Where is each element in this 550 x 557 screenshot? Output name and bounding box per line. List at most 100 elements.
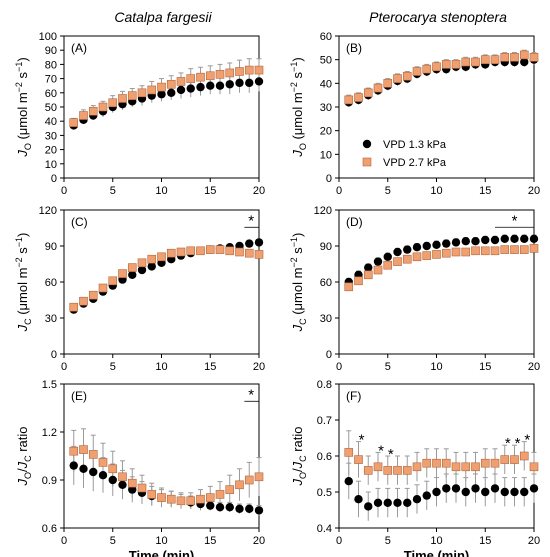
y-tick-label: 0.9 [42, 475, 57, 487]
data-point-vpd-2-7 [215, 245, 225, 254]
data-point-vpd-2-7 [127, 263, 137, 272]
y-tick-label: 80 [45, 59, 57, 71]
data-point-vpd-1-3 [373, 498, 383, 507]
data-point-vpd-2-7 [451, 462, 461, 472]
data-point-vpd-2-7 [127, 91, 137, 100]
data-point-vpd-2-7 [402, 71, 412, 81]
legend-marker-vpd-2-7 [362, 157, 372, 167]
data-point-vpd-2-7 [137, 88, 147, 98]
y-tick-label: 40 [45, 116, 57, 128]
data-point-vpd-2-7 [432, 458, 441, 468]
data-point-vpd-2-7 [215, 490, 225, 499]
data-point-vpd-2-7 [205, 493, 215, 502]
significance-star: * [505, 435, 511, 452]
data-point-vpd-2-7 [244, 248, 254, 258]
data-point-vpd-1-3 [176, 85, 186, 95]
data-point-vpd-2-7 [79, 111, 88, 120]
data-point-vpd-2-7 [69, 446, 79, 456]
y-tick-label: 120 [314, 205, 332, 217]
data-point-vpd-1-3 [481, 235, 490, 245]
data-point-vpd-2-7 [432, 250, 441, 259]
significance-star: * [515, 435, 521, 452]
x-tick-label: 15 [479, 535, 491, 547]
data-point-vpd-2-7 [529, 462, 539, 472]
data-point-vpd-2-7 [176, 247, 186, 257]
data-point-vpd-1-3 [461, 237, 470, 246]
data-point-vpd-1-3 [383, 498, 392, 507]
y-tick-label: 0.6 [317, 451, 332, 463]
y-tick-label: 90 [45, 241, 57, 253]
data-point-vpd-1-3 [235, 78, 244, 88]
legend: VPD 1.3 kPa VPD 2.7 kPa [362, 139, 447, 169]
data-point-vpd-1-3 [364, 263, 373, 272]
data-point-vpd-1-3 [500, 487, 509, 497]
y-tick-label: 50 [45, 102, 57, 114]
data-point-vpd-2-7 [186, 74, 196, 83]
x-tick-label: 20 [253, 185, 265, 197]
data-point-vpd-1-3 [235, 504, 244, 513]
data-point-vpd-2-7 [205, 71, 215, 81]
data-point-vpd-2-7 [98, 102, 108, 112]
data-point-vpd-2-7 [98, 283, 108, 293]
data-point-vpd-2-7 [69, 118, 79, 127]
data-point-vpd-2-7 [166, 494, 176, 504]
data-point-vpd-1-3 [254, 77, 264, 86]
data-point-vpd-2-7 [461, 462, 471, 472]
y-tick-label: 60 [45, 277, 57, 289]
significance-star: * [378, 442, 384, 459]
y-tick-label: 20 [45, 145, 57, 157]
data-point-vpd-2-7 [422, 251, 432, 260]
data-point-vpd-2-7 [500, 245, 510, 254]
data-point-vpd-2-7 [79, 296, 88, 306]
data-point-vpd-2-7 [354, 455, 363, 464]
data-point-vpd-1-3 [432, 487, 441, 497]
data-point-vpd-1-3 [225, 503, 234, 512]
data-point-vpd-2-7 [176, 77, 186, 86]
data-point-vpd-2-7 [471, 57, 480, 67]
x-tick-label: 15 [204, 535, 216, 547]
data-point-vpd-1-3 [98, 471, 108, 480]
data-point-vpd-2-7 [412, 67, 422, 76]
y-tick-label: 0.7 [317, 415, 332, 427]
x-tick-label: 0 [336, 535, 342, 547]
data-point-vpd-2-7 [529, 244, 539, 253]
data-point-vpd-2-7 [205, 245, 215, 254]
data-point-vpd-2-7 [519, 50, 529, 60]
data-point-vpd-2-7 [196, 494, 205, 504]
x-tick-label: 15 [479, 185, 491, 197]
x-tick-label: 5 [110, 535, 116, 547]
x-tick-label: 0 [336, 185, 342, 197]
x-tick-label: 10 [430, 535, 442, 547]
data-point-vpd-2-7 [402, 254, 412, 264]
data-point-vpd-1-3 [520, 57, 529, 67]
data-point-vpd-2-7 [196, 72, 205, 82]
x-tick-label: 15 [204, 361, 216, 373]
y-tick-label: 10 [320, 149, 332, 161]
x-tick-label: 5 [385, 185, 391, 197]
data-point-vpd-1-3 [403, 498, 412, 507]
panel-B: 0 5 10 15 20 0 10 20 30 40 50 60 (B) JO (μmol m−2 s−1… [289, 31, 540, 197]
y-tick-label: 120 [39, 205, 57, 217]
data-point-vpd-2-7 [108, 464, 118, 474]
data-point-vpd-1-3 [373, 257, 383, 266]
y-tick-label: 10 [45, 159, 57, 171]
y-tick-label: 40 [320, 78, 332, 90]
y-tick-label: 0 [51, 173, 57, 185]
data-point-vpd-2-7 [254, 65, 264, 75]
data-point-vpd-1-3 [510, 234, 519, 243]
data-point-vpd-2-7 [373, 83, 383, 93]
panel-label: (F) [346, 389, 361, 403]
data-point-vpd-2-7 [98, 458, 108, 467]
data-point-vpd-1-3 [254, 238, 264, 247]
data-point-vpd-1-3 [520, 487, 529, 497]
data-point-vpd-1-3 [412, 495, 422, 504]
data-point-vpd-2-7 [393, 466, 402, 475]
data-point-vpd-2-7 [235, 247, 244, 257]
data-point-vpd-1-3 [393, 498, 402, 507]
panel-F: 0 5 10 15 20 0.4 0.5 0.6 0.7 0.8 (F) JO/JC ratio Tim… [290, 379, 540, 557]
y-axis-label: JO (μmol m−2 s−1) [289, 57, 308, 157]
column-title-right: Pterocarya stenoptera [369, 9, 507, 25]
data-point-vpd-2-7 [393, 74, 402, 83]
data-point-vpd-2-7 [225, 246, 235, 256]
significance-star: * [248, 212, 254, 229]
